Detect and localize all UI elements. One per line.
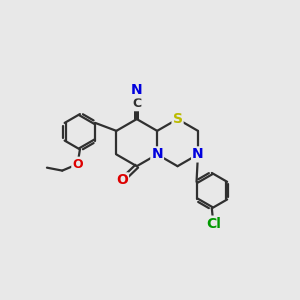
Text: N: N <box>131 83 142 97</box>
Text: O: O <box>116 173 128 187</box>
Text: N: N <box>151 147 163 161</box>
Text: N: N <box>192 147 204 161</box>
Text: C: C <box>132 97 141 110</box>
Text: S: S <box>172 112 182 126</box>
Text: O: O <box>72 158 83 171</box>
Text: Cl: Cl <box>206 217 221 231</box>
